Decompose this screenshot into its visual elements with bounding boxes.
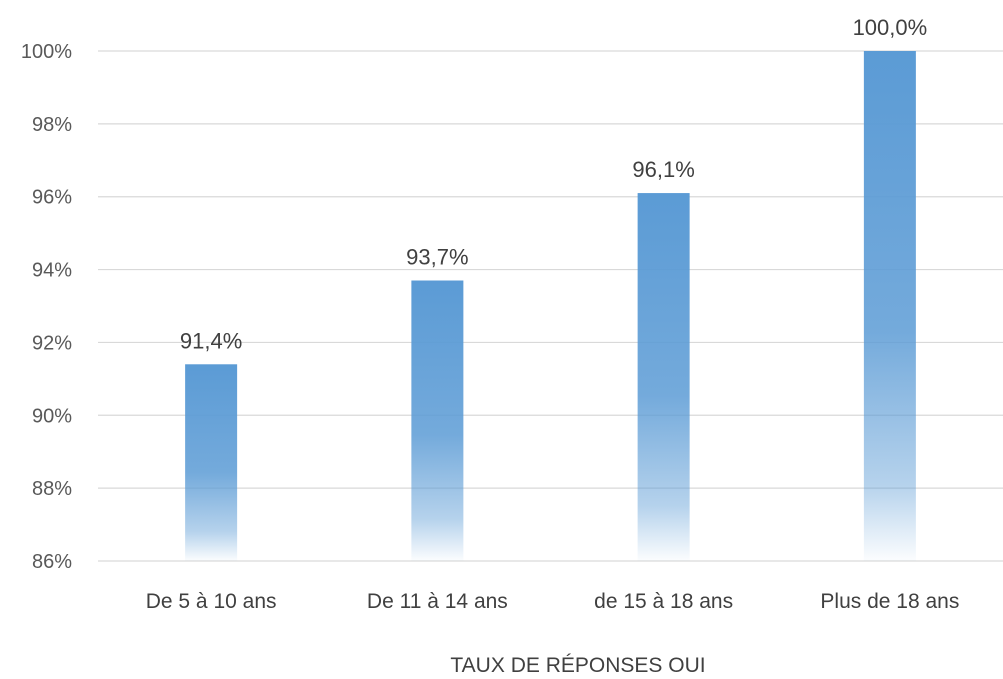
y-tick-label: 100%: [21, 41, 72, 63]
x-axis: De 5 à 10 ans De 11 à 14 ans de 15 à 18 an…: [146, 590, 960, 613]
y-tick-label: 88%: [32, 478, 72, 500]
data-label: 93,7%: [406, 245, 468, 270]
bars: [185, 51, 916, 562]
bar: [185, 364, 238, 561]
data-label: 91,4%: [180, 328, 242, 353]
data-labels: 91,4% 93,7% 96,1% 100,0%: [180, 15, 927, 353]
x-axis-title: TAUX DE RÉPONSES OUI: [450, 654, 705, 677]
y-tick-label: 96%: [32, 187, 72, 209]
y-tick-label: 94%: [32, 260, 72, 282]
bar: [637, 193, 690, 562]
y-axis: 86% 88% 90% 92% 94% 96% 98% 100%: [21, 41, 72, 573]
bar: [863, 51, 916, 561]
data-label: 100,0%: [853, 15, 928, 40]
y-tick-label: 86%: [32, 551, 72, 573]
x-tick-label: de 15 à 18 ans: [594, 590, 733, 613]
y-tick-label: 90%: [32, 405, 72, 427]
data-label: 96,1%: [632, 157, 694, 182]
gridlines: [98, 50, 1003, 562]
y-tick-label: 98%: [32, 114, 72, 136]
y-tick-label: 92%: [32, 332, 72, 354]
x-tick-label: Plus de 18 ans: [820, 590, 959, 613]
bar: [411, 280, 464, 561]
x-tick-label: De 11 à 14 ans: [367, 590, 508, 613]
x-tick-label: De 5 à 10 ans: [146, 590, 277, 613]
